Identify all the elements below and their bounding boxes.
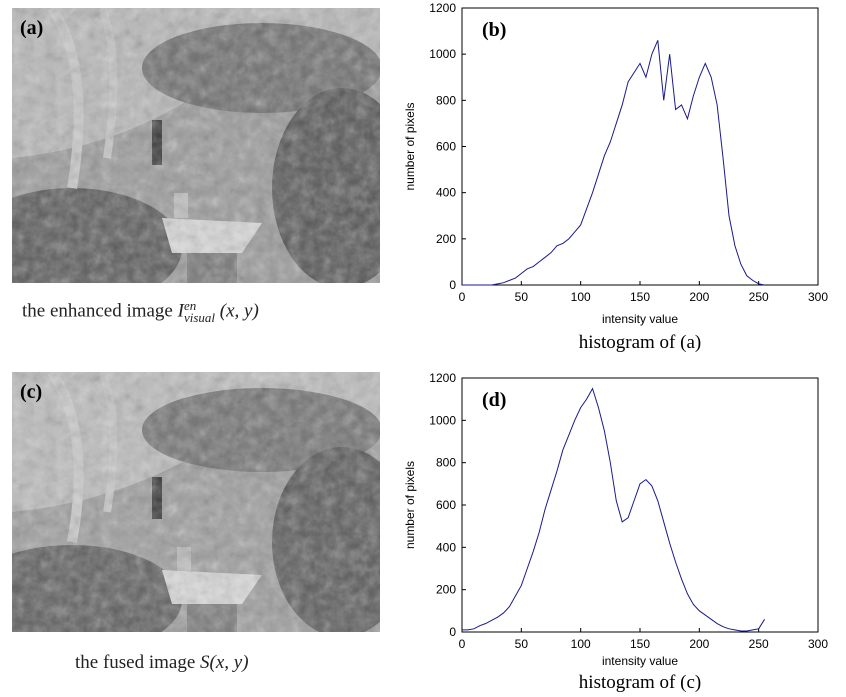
y-tick-label: 600 [436, 498, 456, 512]
x-axis-label: intensity value [602, 654, 678, 668]
y-tick-label: 1000 [429, 413, 456, 427]
y-tick-label: 600 [436, 140, 456, 154]
x-tick-label: 300 [808, 637, 828, 651]
plot-frame [461, 7, 819, 286]
y-tick-label: 400 [436, 186, 456, 200]
caption-sub: visual [183, 310, 216, 325]
y-axis-label: number of pixels [403, 102, 417, 190]
chart-caption: histogram of (c) [579, 672, 701, 693]
x-tick-label: 150 [630, 637, 650, 651]
panel-label: (c) [20, 381, 42, 403]
x-tick-label: 100 [571, 290, 591, 304]
y-tick-label: 800 [436, 456, 456, 470]
x-tick-label: 200 [689, 290, 709, 304]
y-tick-label: 800 [436, 93, 456, 107]
panel-label: (a) [20, 17, 43, 39]
x-axis-label: intensity value [602, 312, 678, 326]
x-tick-label: 0 [459, 637, 466, 651]
x-tick-label: 50 [515, 637, 529, 651]
x-tick-label: 100 [571, 637, 591, 651]
y-tick-label: 0 [449, 625, 456, 639]
histogram-line [462, 387, 766, 632]
y-tick-label: 0 [449, 278, 456, 292]
x-tick-label: 50 [515, 290, 529, 304]
caption-args: (x, y) [209, 652, 249, 673]
caption-sup: en [183, 298, 197, 313]
x-tick-label: 0 [459, 290, 466, 304]
y-tick-label: 1200 [429, 371, 456, 385]
y-tick-label: 200 [436, 583, 456, 597]
caption-symbol: S [200, 652, 210, 673]
x-tick-label: 300 [808, 290, 828, 304]
x-tick-label: 200 [689, 637, 709, 651]
photo-a: (a) [12, 8, 380, 283]
caption-text: the fused image [75, 652, 201, 673]
caption-text: the enhanced image [22, 300, 178, 322]
y-axis-label: number of pixels [403, 461, 417, 549]
x-tick-label: 250 [749, 637, 769, 651]
y-tick-label: 1000 [429, 47, 456, 61]
histogram-line [462, 40, 765, 286]
y-tick-label: 400 [436, 540, 456, 554]
x-tick-label: 150 [630, 290, 650, 304]
plot-frame [461, 377, 819, 633]
caption-symbol: I [177, 300, 184, 322]
x-tick-label: 250 [749, 290, 769, 304]
caption-args: (x, y) [219, 300, 259, 322]
photo-c: (c) [12, 372, 380, 632]
y-tick-label: 1200 [429, 1, 456, 15]
image-caption: the fused image S(x, y) [75, 652, 249, 674]
panel-label: (d) [482, 389, 506, 411]
y-tick-label: 200 [436, 232, 456, 246]
panel-label: (b) [482, 19, 506, 41]
chart-caption: histogram of (a) [579, 332, 701, 353]
